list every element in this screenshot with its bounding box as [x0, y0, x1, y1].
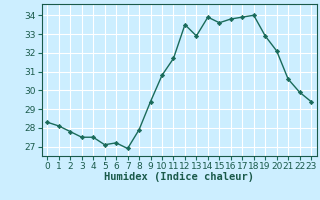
- X-axis label: Humidex (Indice chaleur): Humidex (Indice chaleur): [104, 172, 254, 182]
